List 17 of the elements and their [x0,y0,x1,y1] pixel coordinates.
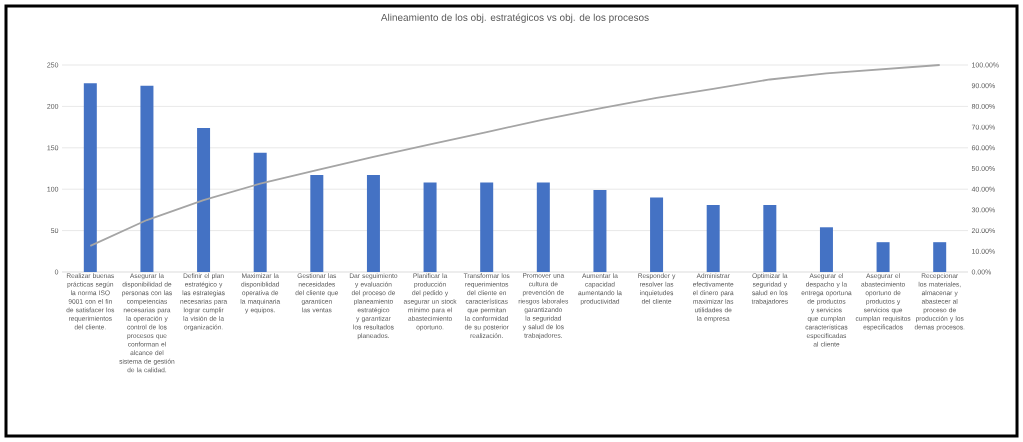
bar [763,204,777,272]
bar [933,242,947,272]
bar [536,182,550,272]
bar [593,190,607,272]
bar [650,197,664,272]
bar [480,182,494,272]
bar [83,83,97,272]
bar [366,175,380,272]
chart-title: Alineamiento de los obj. estratégicos vs obj. de los procesos [380,13,649,23]
bar [253,152,267,272]
bar [876,242,890,272]
bar [140,85,154,272]
bar [310,175,324,272]
bar [819,227,833,272]
bar [706,204,720,272]
bar [197,127,211,272]
bar [423,182,437,272]
